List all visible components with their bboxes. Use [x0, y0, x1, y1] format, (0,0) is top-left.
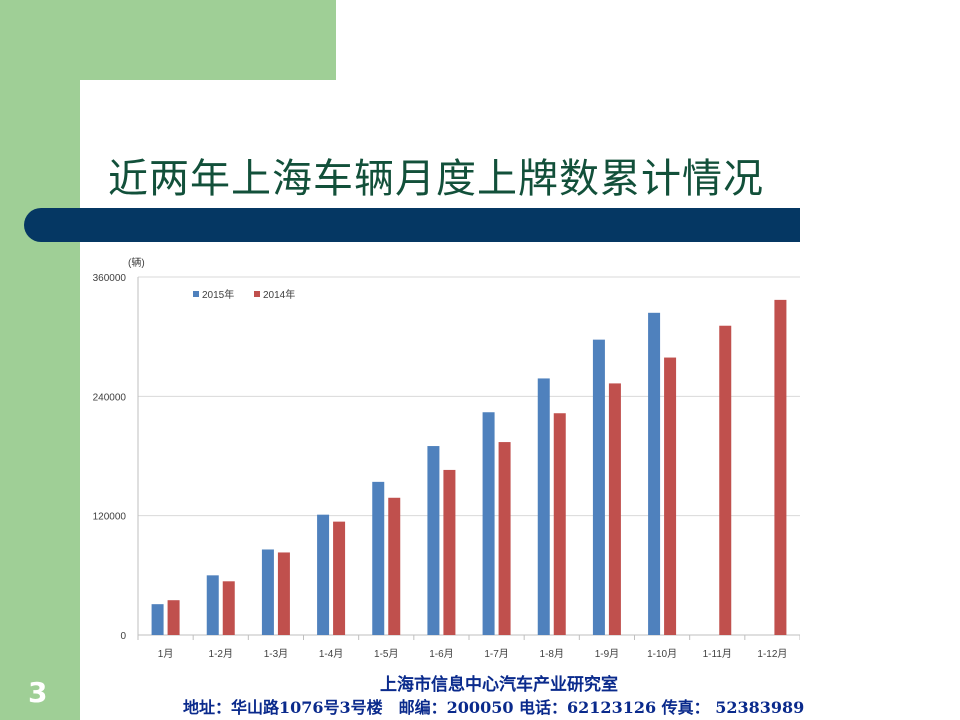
- x-tick-label: 1-8月: [540, 648, 564, 660]
- bar-2015年: [482, 412, 495, 635]
- bar-2014年: [167, 600, 180, 635]
- bar-2014年: [774, 299, 787, 635]
- bar-2014年: [388, 497, 401, 635]
- bar-2015年: [261, 549, 274, 635]
- green-top-band: [0, 0, 336, 80]
- green-left-band: [0, 80, 80, 720]
- y-tick-label: 240000: [93, 392, 127, 403]
- legend-swatch: [193, 291, 199, 297]
- x-tick-label: 1月: [158, 648, 174, 660]
- x-tick-label: 1-5月: [374, 648, 398, 660]
- page-number: 3: [28, 676, 48, 709]
- bar-2015年: [648, 312, 661, 635]
- y-axis-unit-label: (辆): [128, 256, 145, 269]
- x-tick-label: 1-11月: [703, 648, 732, 660]
- footer-address: 地址：华山路1076号3号楼 邮编：200050 电话：62123126 传真：…: [183, 698, 805, 717]
- bar-chart: 0 120000 240000 360000(辆) 1月 1-2月 1-3月 1-4月 1-5月…: [93, 256, 800, 660]
- bar-2015年: [206, 575, 219, 635]
- bar-2014年: [719, 325, 732, 635]
- bar-2014年: [443, 469, 456, 635]
- x-tick-label: 1-6月: [429, 648, 453, 660]
- rounded-corner: [80, 80, 140, 140]
- bar-2014年: [553, 413, 566, 635]
- x-tick-label: 1-7月: [484, 648, 508, 660]
- bar-2014年: [608, 383, 621, 635]
- title-underline-bar: [24, 208, 800, 242]
- y-tick-label: 0: [120, 631, 126, 642]
- bar-2014年: [333, 521, 346, 635]
- legend-label: 2014年: [263, 288, 295, 301]
- bar-2014年: [222, 581, 235, 635]
- legend-swatch: [254, 291, 260, 297]
- bar-2015年: [317, 514, 330, 635]
- bar-2015年: [427, 446, 440, 635]
- y-tick-label: 360000: [93, 273, 127, 284]
- slide-title: 近两年上海车辆月度上牌数累计情况: [108, 156, 764, 202]
- bar-2014年: [498, 442, 511, 635]
- x-tick-label: 1-12月: [757, 648, 787, 660]
- x-tick-label: 1-10月: [647, 648, 677, 660]
- bar-2015年: [592, 339, 605, 635]
- legend-label: 2015年: [202, 288, 234, 301]
- y-tick-label: 120000: [93, 512, 127, 523]
- x-tick-label: 1-9月: [595, 648, 619, 660]
- bar-2014年: [664, 357, 677, 635]
- footer-organization: 上海市信息中心汽车产业研究室: [380, 675, 618, 695]
- x-tick-label: 1-2月: [209, 648, 233, 660]
- bar-2015年: [372, 481, 385, 635]
- bar-2015年: [151, 604, 164, 635]
- x-tick-label: 1-4月: [319, 648, 343, 660]
- x-tick-label: 1-3月: [264, 648, 288, 660]
- bar-2015年: [537, 378, 550, 635]
- bar-2014年: [277, 552, 290, 635]
